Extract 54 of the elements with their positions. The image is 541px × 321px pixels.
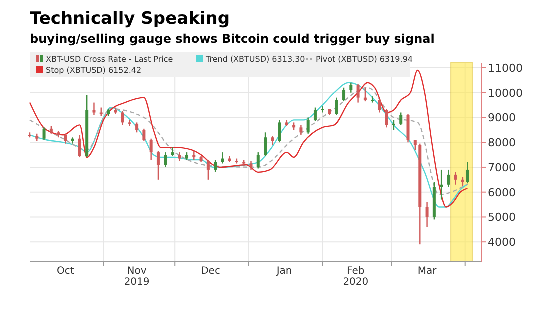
candlestick [454,172,458,186]
candlestick [342,87,346,102]
candlestick [221,152,224,164]
candlestick [350,82,353,94]
candlestick [300,124,303,136]
candlestick [150,138,153,161]
candlestick [171,146,174,157]
y-tick-label: 11000 [488,62,523,75]
candlestick [335,97,338,116]
candlestick [214,159,218,174]
legend-label: Pivot (XBTUSD) 6319.94 [316,55,413,64]
candlestick [447,169,450,188]
candlestick [206,159,210,181]
candlestick [64,133,68,144]
candlestick [314,107,317,122]
x-tick-label: Nov 2019 [124,266,150,288]
candlestick [400,112,403,126]
candlestick [136,122,139,134]
chart-subtitle: buying/selling gauge shows Bitcoin could trigger buy signal [30,32,435,46]
chart-title: Technically Speaking [30,9,230,29]
y-tick-label: 5000 [488,211,516,224]
candlestick [356,84,360,104]
y-tick-label: 8000 [488,136,516,150]
candlestick [256,152,260,170]
candlestick [121,110,124,126]
legend-label: Trend (XBTUSD) 6313.30 [205,55,306,64]
x-tick-label: Jan [276,266,292,277]
candlestick [364,87,367,102]
y-tick-label: 4000 [488,236,516,250]
candlestick [306,117,310,134]
candlestick [92,102,96,116]
candlestick [264,132,268,157]
legend-label: XBT-USD Cross Rate - Last Price [46,55,174,64]
x-tick-label: Oct [57,266,74,277]
candlestick [164,152,168,168]
candlestick [142,128,146,142]
candlestick [440,169,444,200]
candlestick [278,120,282,144]
candlestick [378,98,382,114]
x-tick-label: Mar [418,266,438,277]
candlestick [466,162,470,184]
candlestick [156,150,160,181]
y-tick-label: 7000 [488,161,516,174]
candlestick [385,108,388,128]
x-tick-label: Dec [201,266,220,277]
candlestick [42,127,46,141]
y-tick-label: 9000 [488,112,516,125]
candlestick [78,134,82,158]
y-tick-label: 10000 [488,86,523,100]
legend-label: Stop (XBTUSD) 6152.42 [46,66,142,75]
x-tick-label: Feb 2020 [343,266,369,288]
candlestick [414,140,417,151]
y-tick-label: 6000 [488,186,516,200]
candlestick [426,202,429,228]
